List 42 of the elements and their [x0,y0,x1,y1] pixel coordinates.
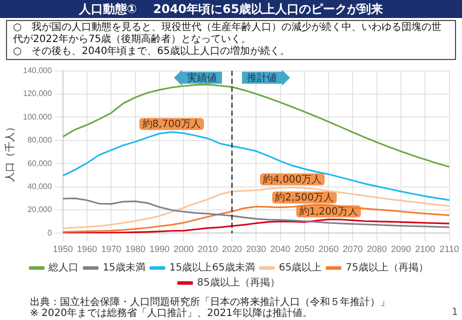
annotation: 約8,700万人 [142,119,201,130]
x-tick-label: 2110 [440,244,460,254]
annotation: 約4,000万人 [263,174,322,186]
x-tick-label: 2040 [270,244,290,254]
legend-label: 85歳以上（再掲） [197,276,280,289]
y-tick-label: 40,000 [27,182,52,192]
x-tick-label: 2070 [342,244,363,254]
x-tick-label: 1950 [52,244,73,254]
x-tick-label: 2080 [366,244,387,254]
legend-label: 15歳未満 [102,262,146,274]
x-tick-label: 2050 [294,244,314,254]
legend-label: 総人口 [48,262,79,274]
x-tick-label: 2090 [391,244,412,254]
legend-label: 75歳以上（再掲） [346,262,428,274]
y-tick-label: 80,000 [27,136,52,145]
annotation: 実績値 [186,72,217,84]
x-tick-label: 2100 [415,244,436,254]
legend-label: 65歳以上 [278,262,322,274]
chart-title: 人口動態① 2040年頃に65歳以上人口のピークが到来 [0,0,462,18]
y-tick-label: 0 [47,228,52,238]
x-tick-label: 2000 [174,244,194,254]
y-tick-label: 100,000 [22,112,52,122]
x-tick-label: 1960 [77,244,98,254]
annotation: 推計値 [246,72,277,84]
y-axis-title: 人口（千人） [4,122,16,182]
x-tick-label: 1990 [150,244,170,254]
annotation: 約2,500万人 [275,192,334,204]
y-tick-label: 60,000 [27,158,52,168]
x-tick-label: 2030 [246,244,266,254]
text: 1 [452,307,458,318]
chart-subtitle: ○ 我が国の人口動態を見ると、現役世代（生産年齢人口）の減少が続く中、いわゆる団塊の世代が2022年から75歳（後期高齢者）となっていく。 ○ その後も、2040年頃まで、65歳以上人口の増加が続く。 [6,20,456,60]
x-tick-label: 1980 [125,244,146,254]
y-tick-label: 140,000 [22,66,52,76]
legend-label: 15歳以上65歳未満 [169,262,255,274]
x-tick-label: 1970 [101,244,122,254]
x-tick-label: 2020 [222,244,242,254]
x-tick-label: 2060 [318,244,339,254]
y-tick-label: 20,000 [27,205,52,214]
y-tick-label: 120,000 [22,89,52,98]
x-tick-label: 2010 [198,244,218,254]
text: ※ 2020年までは総務省「人口推計」、2021年以降は推計値。 [30,308,314,319]
source-note: 出典：国立社会保障・人口問題研究所「日本の将来推計人口（令和５年推計）」 [30,297,390,308]
